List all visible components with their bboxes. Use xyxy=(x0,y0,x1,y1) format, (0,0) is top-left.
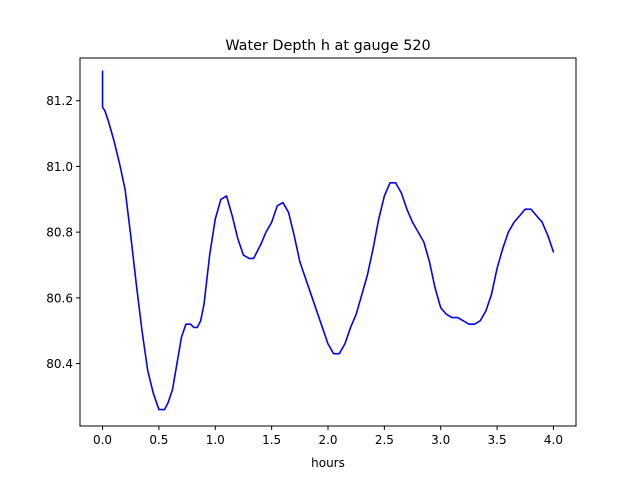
series-line xyxy=(101,70,555,411)
y-tick-label: 80.6 xyxy=(46,291,73,305)
x-tick-label: 3.0 xyxy=(431,433,450,447)
y-tick-label: 81.2 xyxy=(46,94,73,108)
chart-title: Water Depth h at gauge 520 xyxy=(225,38,430,54)
y-tick-label: 80.4 xyxy=(46,357,73,371)
x-tick-label: 0.0 xyxy=(93,433,112,447)
x-tick-label: 3.5 xyxy=(488,433,507,447)
x-axis-label: hours xyxy=(311,456,345,470)
x-tick-label: 2.5 xyxy=(375,433,394,447)
x-tick-label: 1.0 xyxy=(206,433,225,447)
series-layer xyxy=(101,70,555,411)
x-tick-label: 0.5 xyxy=(149,433,168,447)
x-axis: 0.0 0.5 1.0 1.5 2.0 2.5 3.0 3.5 4.0 xyxy=(93,426,563,447)
y-axis: 80.4 80.6 80.8 81.0 81.2 xyxy=(46,94,80,371)
y-tick-label: 81.0 xyxy=(46,160,73,174)
x-tick-label: 1.5 xyxy=(262,433,281,447)
x-tick-label: 2.0 xyxy=(318,433,337,447)
y-tick-label: 80.8 xyxy=(46,226,73,240)
x-tick-label: 4.0 xyxy=(544,433,563,447)
